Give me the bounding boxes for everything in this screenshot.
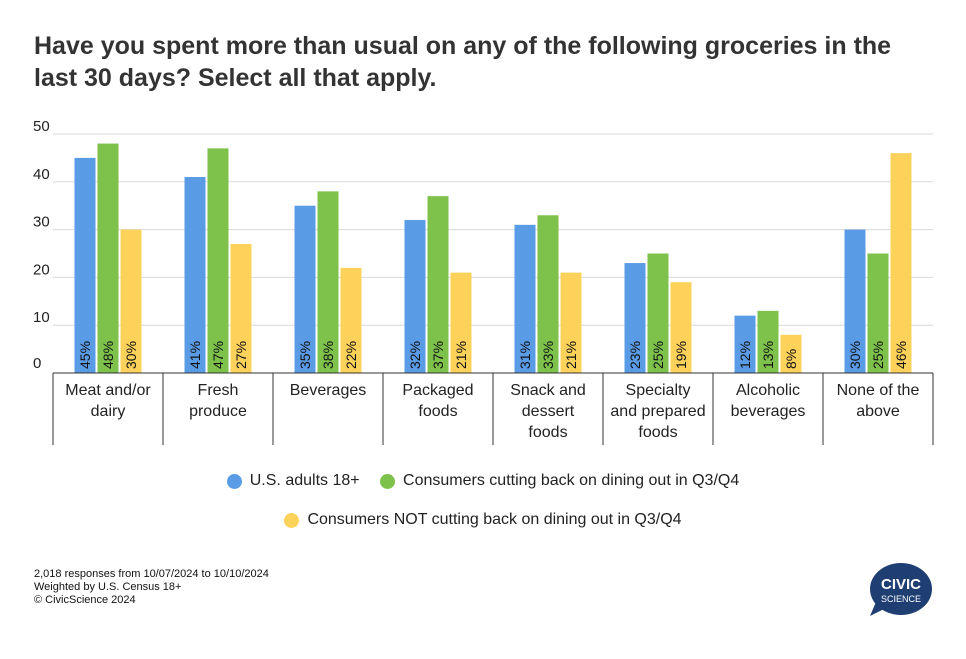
- x-tick-label: foods: [638, 424, 677, 441]
- bar: [670, 282, 692, 373]
- logo-text-civic: CIVIC: [881, 576, 921, 593]
- x-tick-label: and prepared: [610, 403, 705, 420]
- data-label: 38%: [320, 341, 336, 369]
- bar: [340, 267, 362, 373]
- legend-label: Consumers cutting back on dining out in …: [403, 472, 740, 489]
- data-label: 30%: [847, 341, 863, 369]
- data-label: 22%: [343, 341, 359, 369]
- data-label: 8%: [783, 349, 799, 369]
- data-label: 41%: [187, 341, 203, 369]
- bar: [230, 243, 252, 373]
- bar: [537, 215, 559, 373]
- data-label: 21%: [563, 341, 579, 369]
- data-label: 35%: [297, 341, 313, 369]
- y-tick-label: 0: [33, 355, 41, 372]
- legend-label: Consumers NOT cutting back on dining out…: [307, 511, 682, 528]
- data-label: 27%: [233, 341, 249, 369]
- x-tick-label: above: [856, 403, 900, 420]
- data-label: 45%: [77, 341, 93, 369]
- legend-swatch-green: [380, 473, 396, 489]
- bar: [560, 272, 582, 373]
- data-label: 46%: [893, 341, 909, 369]
- footnotes: 2,018 responses from 10/07/2024 to 10/10…: [34, 568, 269, 607]
- bar: [514, 224, 536, 373]
- logo-badge: [870, 563, 932, 615]
- data-label: 25%: [650, 341, 666, 369]
- legend-item-us-adults: U.S. adults 18+: [226, 472, 360, 490]
- x-tick-label: foods: [528, 424, 567, 441]
- logo-tail: [870, 602, 886, 616]
- data-label: 37%: [430, 341, 446, 369]
- bar: [184, 177, 206, 373]
- x-tick-label: None of the: [837, 382, 920, 399]
- x-tick-label: Specialty: [626, 382, 691, 399]
- bar: [74, 157, 96, 373]
- bar: [294, 205, 316, 373]
- footnote-weighting: Weighted by U.S. Census 18+: [34, 581, 182, 593]
- data-label: 23%: [627, 341, 643, 369]
- x-tick-label: Packaged: [402, 382, 473, 399]
- y-tick-label: 40: [33, 166, 50, 183]
- data-label: 30%: [123, 341, 139, 369]
- x-tick-label: beverages: [731, 403, 806, 420]
- y-tick-label: 20: [33, 261, 50, 278]
- bar: [647, 253, 669, 373]
- bar: [427, 196, 449, 373]
- bar: [404, 220, 426, 373]
- legend-item-cutting-back: Consumers cutting back on dining out in …: [380, 472, 739, 490]
- x-tick-label: foods: [418, 403, 457, 420]
- legend-item-not-cutting-back: Consumers NOT cutting back on dining out…: [284, 511, 682, 529]
- footnote-responses: 2,018 responses from 10/07/2024 to 10/10…: [34, 568, 269, 580]
- bar: [97, 143, 119, 373]
- chart-title: Have you spent more than usual on any of…: [34, 32, 892, 92]
- bar: [890, 153, 912, 373]
- bar: [844, 229, 866, 373]
- civicscience-logo: CIVIC SCIENCE: [870, 563, 932, 616]
- logo-text-science: SCIENCE: [881, 594, 921, 604]
- data-label: 33%: [540, 341, 556, 369]
- x-tick-label: Beverages: [290, 382, 367, 399]
- legend-swatch-blue: [226, 473, 242, 489]
- legend-swatch-yellow: [284, 512, 300, 528]
- bar: [450, 272, 472, 373]
- x-tick-label: dessert: [522, 403, 575, 420]
- legend-label: U.S. adults 18+: [249, 472, 360, 489]
- bar: [757, 310, 779, 373]
- data-label: 12%: [737, 341, 753, 369]
- data-label: 25%: [870, 341, 886, 369]
- x-tick-label: produce: [189, 403, 247, 420]
- bar: [120, 229, 142, 373]
- bar: [867, 253, 889, 373]
- data-label: 47%: [210, 341, 226, 369]
- data-label: 48%: [100, 341, 116, 369]
- bar: [780, 334, 802, 373]
- bar: [734, 315, 756, 373]
- bar: [317, 191, 339, 373]
- x-tick-label: Alcoholic: [736, 382, 800, 399]
- y-tick-label: 10: [33, 309, 50, 326]
- x-tick-label: Snack and: [510, 382, 586, 399]
- y-tick-label: 50: [33, 118, 50, 135]
- x-tick-label: Meat and/or: [65, 382, 151, 399]
- bar: [207, 148, 229, 373]
- data-label: 21%: [453, 341, 469, 369]
- data-label: 13%: [760, 341, 776, 369]
- data-label: 19%: [673, 341, 689, 369]
- bar: [624, 263, 646, 373]
- legend-row-1: U.S. adults 18+ Consumers cutting back o…: [0, 472, 966, 494]
- data-label: 31%: [517, 341, 533, 369]
- footnote-copyright: © CivicScience 2024: [34, 594, 136, 606]
- y-tick-label: 30: [33, 214, 50, 231]
- legend-row-2: Consumers NOT cutting back on dining out…: [0, 511, 966, 533]
- x-tick-label: Fresh: [198, 382, 239, 399]
- data-label: 32%: [407, 341, 423, 369]
- x-tick-label: dairy: [91, 403, 126, 420]
